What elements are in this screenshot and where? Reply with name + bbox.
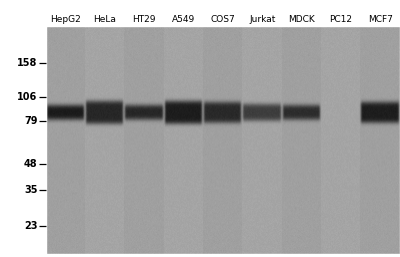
Text: HT29: HT29 [132,15,156,24]
Text: MDCK: MDCK [288,15,315,24]
Text: 79: 79 [24,116,38,126]
Text: 48: 48 [24,159,38,169]
Text: 23: 23 [24,221,38,231]
Text: 35: 35 [24,186,38,195]
Text: PC12: PC12 [330,15,352,24]
Text: MCF7: MCF7 [368,15,393,24]
Text: Jurkat: Jurkat [249,15,276,24]
Bar [0,0,46,257]
Text: A549: A549 [172,15,195,24]
Bar [0,0,400,26]
Text: HepG2: HepG2 [50,15,81,24]
Text: 106: 106 [17,91,38,102]
Bar [0,254,400,257]
Text: HeLa: HeLa [94,15,116,24]
Text: COS7: COS7 [211,15,235,24]
Text: 158: 158 [17,58,38,68]
